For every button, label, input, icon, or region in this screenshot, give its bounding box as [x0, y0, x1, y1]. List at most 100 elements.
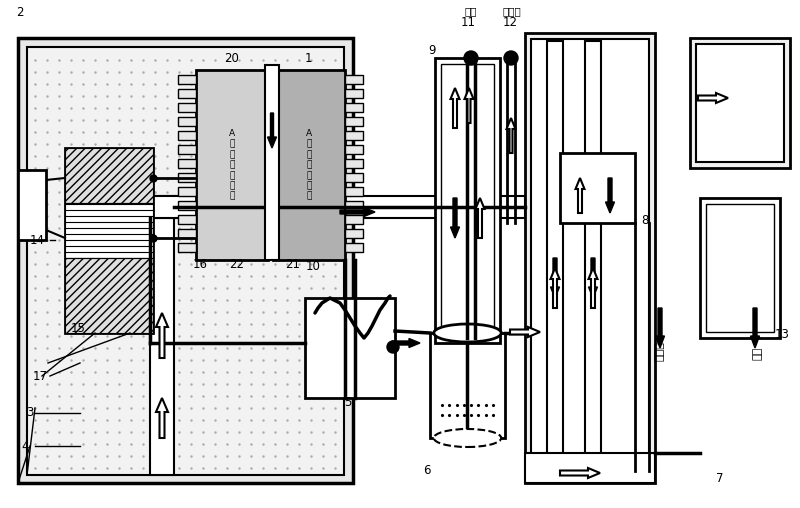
Text: 4: 4 — [22, 439, 29, 453]
Bar — [150, 207, 174, 475]
FancyArrow shape — [589, 258, 598, 298]
Bar — [696, 44, 784, 162]
Bar — [178, 159, 196, 168]
Text: 16: 16 — [193, 258, 207, 270]
FancyArrow shape — [750, 308, 759, 348]
Bar — [345, 75, 363, 84]
Text: 7: 7 — [716, 471, 724, 485]
Bar — [525, 453, 655, 483]
Bar — [178, 243, 196, 252]
FancyArrow shape — [450, 88, 459, 128]
Bar — [178, 215, 196, 224]
Bar — [531, 39, 649, 477]
Bar — [305, 298, 395, 398]
Bar — [178, 145, 196, 154]
Text: 9: 9 — [428, 44, 436, 56]
Text: 1: 1 — [304, 51, 312, 65]
Bar — [178, 187, 196, 196]
Bar — [178, 201, 196, 210]
Bar — [345, 103, 363, 112]
Text: 脱盐水: 脱盐水 — [502, 6, 522, 16]
Bar — [345, 187, 363, 196]
Text: 8: 8 — [642, 213, 649, 227]
Text: 20: 20 — [225, 51, 239, 65]
Ellipse shape — [434, 429, 502, 447]
Text: 10: 10 — [306, 260, 321, 272]
Text: 21: 21 — [286, 258, 301, 270]
FancyArrow shape — [392, 338, 420, 347]
Text: 甲醇: 甲醇 — [465, 6, 478, 16]
Text: 6: 6 — [423, 463, 430, 477]
FancyArrow shape — [698, 93, 728, 103]
Bar — [18, 170, 46, 240]
FancyArrow shape — [575, 178, 585, 213]
Bar — [65, 203, 153, 258]
Bar — [560, 153, 635, 223]
FancyArrow shape — [560, 468, 600, 478]
Bar — [65, 258, 153, 333]
Bar — [178, 117, 196, 126]
Text: 13: 13 — [774, 328, 790, 340]
Bar — [345, 243, 363, 252]
Bar — [150, 196, 525, 218]
Circle shape — [504, 51, 518, 65]
FancyArrow shape — [589, 268, 598, 308]
Bar — [150, 196, 360, 218]
Bar — [178, 173, 196, 182]
Bar — [345, 215, 363, 224]
FancyArrow shape — [340, 207, 375, 216]
Bar — [196, 70, 268, 260]
Bar — [345, 89, 363, 98]
Text: 22: 22 — [230, 258, 245, 270]
Text: A
外
部
输
入
热
能: A 外 部 输 入 热 能 — [229, 130, 235, 201]
Circle shape — [464, 51, 478, 65]
Bar — [65, 148, 153, 333]
FancyArrow shape — [465, 88, 474, 123]
Circle shape — [387, 341, 399, 353]
Bar — [178, 103, 196, 112]
FancyArrow shape — [550, 258, 559, 298]
Text: 12: 12 — [502, 16, 518, 29]
Bar — [525, 33, 655, 483]
Bar — [700, 198, 780, 338]
Bar — [27, 47, 344, 475]
Bar — [690, 38, 790, 168]
Text: 15: 15 — [70, 322, 86, 334]
Bar — [178, 75, 196, 84]
Text: 2: 2 — [16, 6, 24, 18]
Bar — [18, 38, 353, 483]
Text: 3: 3 — [26, 406, 34, 420]
Bar — [178, 131, 196, 140]
Bar — [547, 41, 563, 471]
Text: 11: 11 — [461, 16, 475, 29]
FancyArrow shape — [450, 198, 459, 238]
FancyArrow shape — [510, 327, 540, 337]
Text: 解析气: 解析气 — [655, 341, 665, 361]
Bar — [430, 333, 505, 438]
Bar — [345, 201, 363, 210]
Text: 14: 14 — [30, 234, 45, 246]
FancyArrow shape — [550, 268, 559, 308]
FancyArrow shape — [655, 308, 665, 348]
Bar — [345, 131, 363, 140]
Bar — [265, 65, 279, 260]
Bar — [441, 64, 494, 337]
Bar — [178, 89, 196, 98]
Text: 17: 17 — [33, 369, 47, 383]
Bar — [345, 229, 363, 238]
Bar — [65, 148, 153, 203]
FancyArrow shape — [156, 398, 168, 438]
Bar — [585, 41, 601, 471]
Bar — [345, 117, 363, 126]
Bar — [345, 173, 363, 182]
FancyArrow shape — [506, 118, 515, 153]
Bar — [273, 70, 345, 260]
Bar — [706, 204, 774, 332]
Text: A
外
部
输
入
热
能: A 外 部 输 入 热 能 — [306, 130, 312, 201]
FancyArrow shape — [606, 178, 614, 213]
Bar — [435, 58, 500, 343]
Text: 5: 5 — [344, 397, 352, 409]
FancyArrow shape — [156, 313, 168, 358]
FancyArrow shape — [267, 113, 277, 148]
Bar — [345, 159, 363, 168]
